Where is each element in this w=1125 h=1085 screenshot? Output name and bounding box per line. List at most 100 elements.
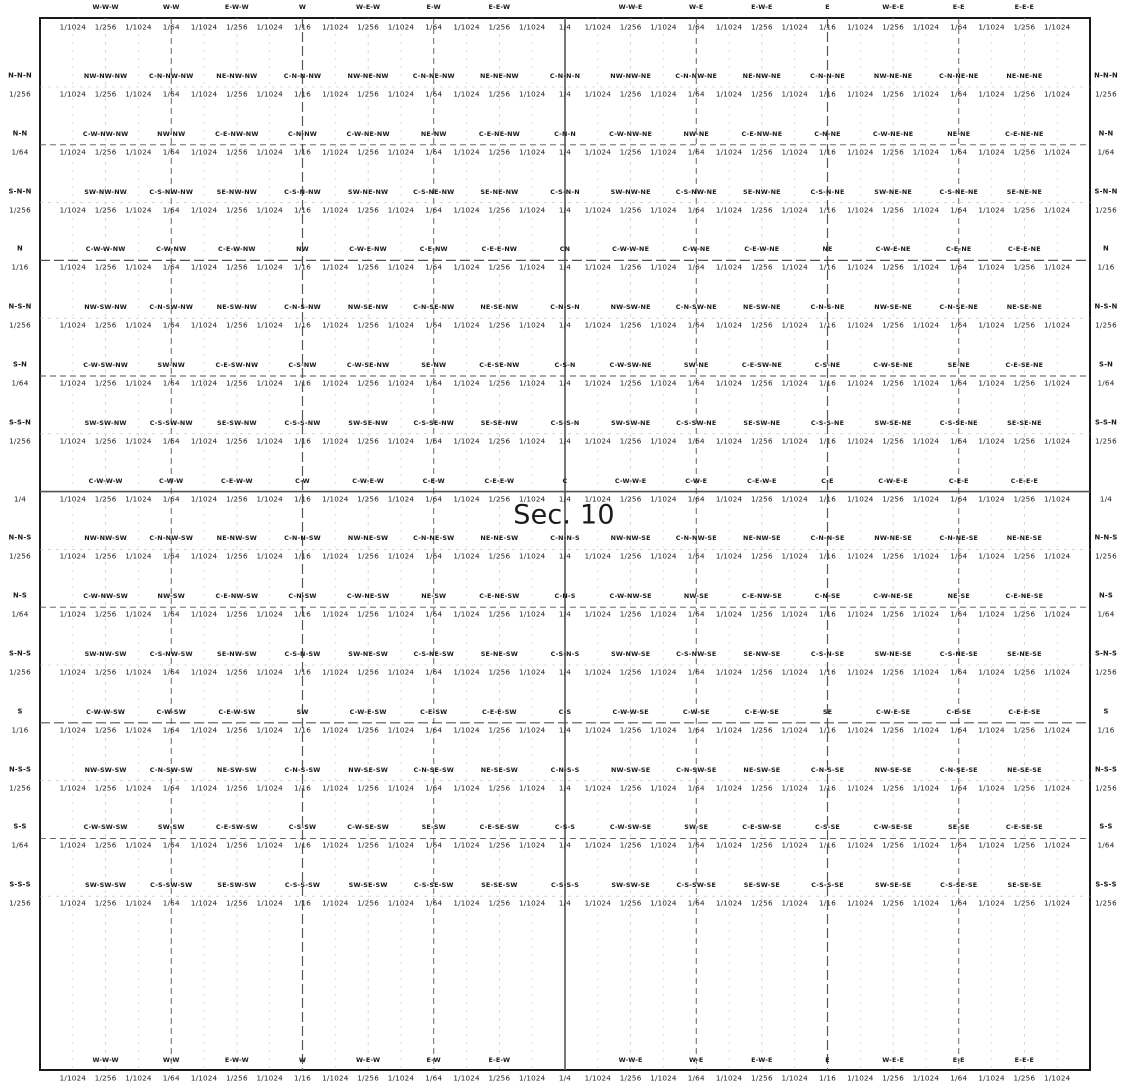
fraction-label: 1/256 [1013,262,1036,272]
fraction-label: 1/256 [619,898,642,908]
fraction-label: 1/256 [882,667,904,677]
bottom-fraction-label: 1/1024 [518,1073,546,1083]
fraction-label: 1/64 [950,493,968,503]
aliquot-label: NE-NE-SW [480,534,519,543]
aliquot-label: C-S-NE-NE [939,187,979,196]
fraction-label: 1/1024 [847,493,874,503]
fraction-label: 1/16 [294,147,311,157]
fraction-label: 1/16 [294,262,311,272]
fraction-label: 1/1024 [1043,147,1071,157]
fraction-label: 1/1024 [125,493,152,503]
fraction-label: 1/1024 [190,378,218,388]
fraction-label: 1/1024 [59,378,87,388]
aliquot-label: C-N-N [554,129,576,138]
left-row-label: N-N-N [8,71,32,80]
aliquot-label: C-E-W-SE [744,707,779,716]
aliquot-label: C-W-NE-SE [873,591,913,600]
aliquot-label: SW-SW-NW [84,418,127,427]
fraction-label: 1/256 [226,840,248,850]
fraction-label: 1/1024 [650,378,677,388]
left-row-label: S-N-N [8,187,32,196]
bottom-aliquot-label: W-E-W [356,1055,381,1064]
fraction-label: 1/256 [226,667,248,677]
aliquot-label: C-E-NE-NW [478,129,520,138]
aliquot-label: NW-NW-SE [610,534,651,543]
top-aliquot-label: W-E-E [882,2,905,11]
aliquot-label: C-E-E-E [1010,476,1039,485]
fraction-label: 1/256 [94,609,117,619]
aliquot-label: C-W-SE-SW [347,823,389,832]
fraction-label: 1/64 [425,378,443,388]
fraction-label: 1/16 [819,725,836,735]
aliquot-label: NW-NE-NE [873,71,913,80]
fraction-label: 1/64 [950,898,968,908]
top-fraction-label: 1/256 [751,22,773,32]
fraction-label: 1/64 [687,551,705,561]
top-aliquot-label: E-E-E [1014,2,1035,11]
right-row-label: N-N [1098,129,1114,138]
aliquot-label: C-N-NE-NW [412,71,455,80]
fraction-label: 1/256 [619,378,642,388]
fraction-label: 1/1024 [912,436,940,446]
fraction-label: 1/1024 [453,725,480,735]
aliquot-label: C [562,476,568,485]
bottom-fraction-label: 1/16 [819,1073,836,1083]
fraction-label: 1/1024 [978,725,1005,735]
fraction-label: 1/1024 [715,609,743,619]
fraction-label: 1/1024 [847,378,874,388]
fraction-label: 1/256 [357,725,379,735]
aliquot-label: C-N-N-NE [810,71,845,80]
aliquot-label: SW-SE [684,823,709,832]
aliquot-label: C-S-NE-SW [413,649,455,658]
right-row-fraction: 1/64 [1097,147,1115,157]
fraction-label: 1/64 [425,609,443,619]
aliquot-label: C-E-E-SW [481,707,517,716]
aliquot-label: C-N-S-NE [810,302,845,311]
aliquot-label: NW-SW-SW [84,765,127,774]
fraction-label: 1/1024 [190,782,218,792]
fraction-label: 1/1024 [387,147,415,157]
fraction-label: 1/256 [751,320,773,330]
fraction-label: 1/1024 [781,89,808,99]
fraction-label: 1/4 [558,378,572,388]
fraction-label: 1/16 [819,898,836,908]
fraction-label: 1/1024 [453,551,480,561]
aliquot-label: SE-NE [947,360,970,369]
aliquot-label: C-W-W-SE [612,707,649,716]
fraction-label: 1/1024 [847,725,874,735]
fraction-label: 1/1024 [322,320,349,330]
top-aliquot-label: E-W [426,2,441,11]
fraction-label: 1/256 [226,551,248,561]
aliquot-label: C-N-SE-NE [939,302,979,311]
fraction-label: 1/1024 [781,725,808,735]
fraction-label: 1/256 [488,378,511,388]
fraction-label: 1/256 [619,493,642,503]
fraction-label: 1/1024 [59,204,87,214]
fraction-label: 1/256 [882,436,904,446]
right-row-fraction: 1/4 [1099,493,1113,503]
aliquot-label: C-W-SW-NE [609,360,652,369]
top-fraction-label: 1/1024 [1043,22,1071,32]
aliquot-label: C-E-SE-NW [479,360,520,369]
fraction-label: 1/1024 [978,436,1005,446]
fraction-label: 1/256 [1013,320,1036,330]
bottom-aliquot-label: W-W-W [92,1055,119,1064]
fraction-label: 1/1024 [453,89,480,99]
fraction-label: 1/1024 [912,147,940,157]
fraction-label: 1/256 [882,147,904,157]
fraction-label: 1/64 [425,551,443,561]
aliquot-label: SE-NW-SE [743,649,781,658]
aliquot-label: C-W-SW-SW [83,823,128,832]
fraction-label: 1/1024 [847,551,874,561]
bottom-fraction-label: 1/1024 [190,1073,218,1083]
fraction-label: 1/1024 [847,667,874,677]
bottom-aliquot-label: W-E-E [882,1055,905,1064]
right-row-fraction: 1/256 [1095,667,1117,677]
aliquot-label: C-S-NW-SW [149,649,193,658]
fraction-label: 1/1024 [912,320,940,330]
aliquot-label: C-S-SW-SW [150,880,193,889]
top-fraction-label: 1/256 [1013,22,1036,32]
aliquot-label: C-N-N-S [550,534,580,543]
fraction-label: 1/1024 [322,147,349,157]
